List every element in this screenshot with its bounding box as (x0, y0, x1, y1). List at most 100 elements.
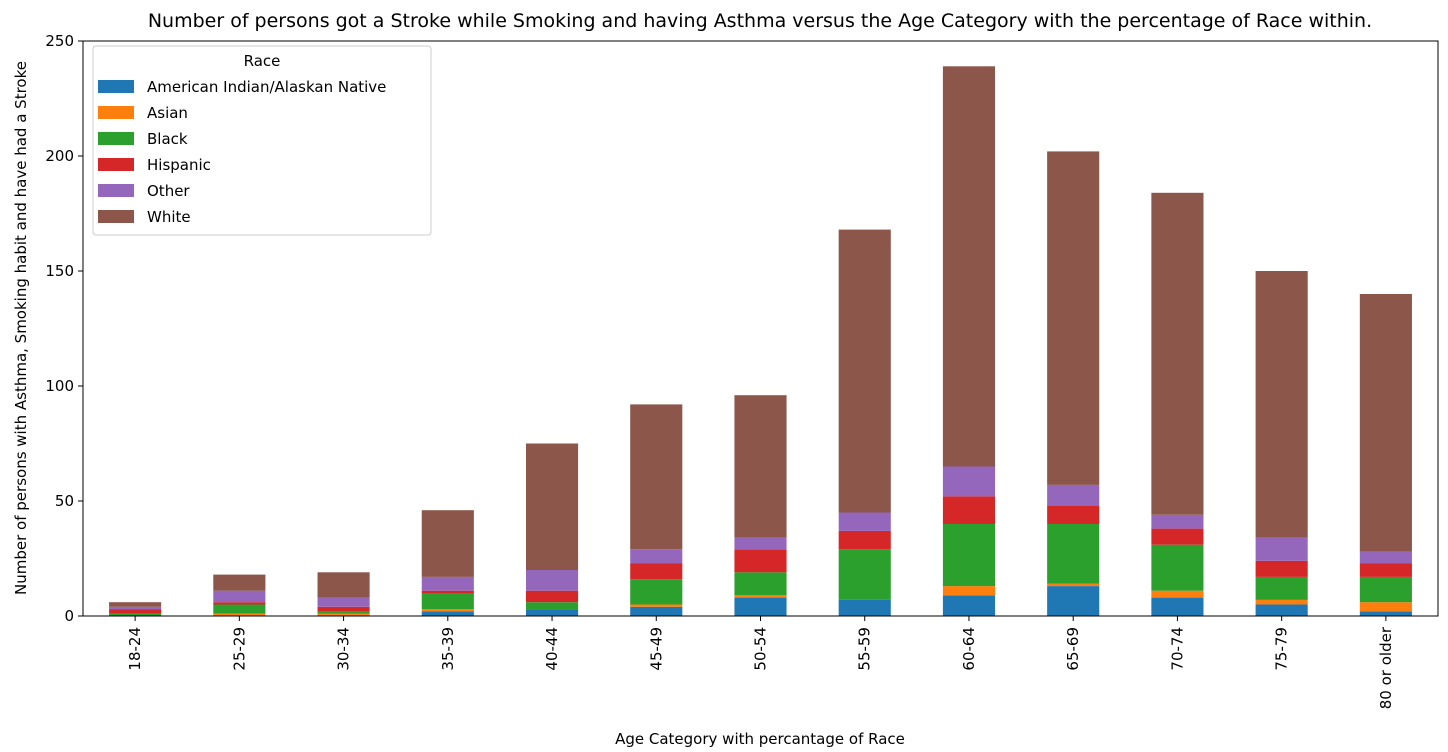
bar-segment-60-64-series-5 (942, 66, 996, 467)
bar-segment-35-39-series-2 (421, 593, 474, 610)
x-tick-label: 70-74 (1168, 627, 1186, 671)
x-tick-label: 80 or older (1377, 626, 1395, 709)
bar-segment-30-34-series-4 (317, 597, 370, 607)
bar-segment-35-39-series-3 (421, 590, 474, 593)
bar-segment-18-24-series-5 (109, 602, 162, 607)
bar-segment-30-34-series-1 (317, 613, 370, 616)
bar-segment-30-34-series-2 (317, 611, 370, 614)
bar-segment-75-79-series-0 (1255, 604, 1308, 616)
x-tick-label: 25-29 (230, 627, 248, 671)
bar-segment-70-74-series-0 (1151, 597, 1204, 616)
legend-swatch (98, 132, 134, 145)
bar-segment-25-29-series-5 (213, 574, 266, 591)
bar-segment-55-59-series-5 (838, 229, 891, 513)
chart-title: Number of persons got a Stroke while Smo… (148, 10, 1372, 32)
x-tick-label: 40-44 (543, 627, 561, 671)
bar-segment-55-59-series-0 (838, 599, 891, 616)
bar-segment-35-39-series-4 (421, 576, 474, 591)
bar-segment-70-74-series-2 (1151, 544, 1204, 591)
bar-segment-45-49-series-3 (630, 563, 683, 580)
bar-segment-75-79-series-3 (1255, 560, 1308, 577)
bar-segment-50-54-series-5 (734, 395, 787, 538)
legend-item-label: American Indian/Alaskan Native (147, 78, 386, 96)
bar-segment-25-29-series-1 (213, 613, 266, 616)
bar-segment-40-44-series-0 (525, 609, 579, 616)
bar-segment-80-or-older-series-2 (1359, 576, 1412, 603)
y-axis-label: Number of persons with Asthma, Smoking h… (12, 61, 30, 595)
x-tick-label: 55-59 (856, 627, 874, 671)
x-tick-label: 60-64 (960, 627, 978, 671)
bar-segment-60-64-series-1 (942, 586, 996, 596)
legend-swatch (98, 210, 134, 223)
legend-swatch (98, 184, 134, 197)
bar-segment-60-64-series-4 (942, 466, 996, 497)
y-tick-label: 250 (45, 32, 74, 50)
bar-segment-45-49-series-4 (630, 549, 683, 564)
bar-segment-55-59-series-2 (838, 549, 891, 600)
y-tick-label: 200 (45, 147, 74, 165)
bar-segment-65-69-series-5 (1047, 151, 1100, 485)
y-tick-label: 50 (55, 492, 74, 510)
legend-swatch (98, 80, 134, 93)
x-tick-label: 45-49 (647, 627, 665, 671)
bar-segment-30-34-series-5 (317, 572, 370, 598)
bar-segment-80-or-older-series-3 (1359, 563, 1412, 577)
bar-segment-50-54-series-0 (734, 597, 787, 616)
y-axis-ticks: 0 50 100 150 200 250 (45, 32, 83, 625)
bar-segment-45-49-series-2 (630, 579, 683, 605)
bar-segment-50-54-series-4 (734, 537, 787, 550)
x-tick-label: 65-69 (1064, 627, 1082, 671)
bar-segment-18-24-series-3 (109, 609, 162, 614)
bar-segment-35-39-series-0 (421, 611, 474, 616)
legend-swatch (98, 106, 134, 119)
bar-segment-45-49-series-0 (630, 606, 683, 616)
bar-segment-55-59-series-3 (838, 530, 891, 550)
legend-item-label: Asian (147, 104, 188, 122)
bar-segment-45-49-series-5 (630, 404, 683, 550)
legend-title: Race (244, 52, 281, 70)
bar-segment-70-74-series-4 (1151, 514, 1204, 529)
legend-item-label: Other (147, 182, 190, 200)
y-tick-label: 150 (45, 262, 74, 280)
x-tick-label: 18-24 (126, 627, 144, 671)
legend-item-label: Black (147, 130, 188, 148)
bar-segment-80-or-older-series-4 (1359, 551, 1412, 564)
bar-segment-50-54-series-1 (734, 595, 787, 598)
bar-segment-25-29-series-3 (213, 602, 266, 605)
bar-segment-25-29-series-2 (213, 604, 266, 614)
bar-segment-60-64-series-2 (942, 524, 996, 587)
x-axis-ticks: 18-24 25-29 30-34 35-39 40-44 45-49 50-54 55-59… (126, 616, 1395, 709)
bar-segment-40-44-series-2 (525, 602, 579, 610)
bars-group (109, 66, 1412, 616)
bar-segment-35-39-series-5 (421, 510, 474, 577)
y-tick-label: 100 (45, 377, 74, 395)
legend-frame (92, 45, 432, 236)
bar-segment-65-69-series-2 (1047, 524, 1100, 584)
bar-segment-65-69-series-3 (1047, 505, 1100, 524)
legend-swatch (98, 158, 134, 171)
bar-segment-40-44-series-3 (525, 590, 579, 603)
bar-segment-45-49-series-1 (630, 604, 683, 607)
x-tick-label: 75-79 (1273, 627, 1291, 671)
bar-segment-25-29-series-4 (213, 590, 266, 603)
bar-segment-18-24-series-4 (109, 606, 162, 610)
bar-segment-75-79-series-5 (1255, 271, 1308, 538)
bar-segment-80-or-older-series-5 (1359, 294, 1412, 552)
legend-item-label: White (147, 208, 191, 226)
bar-segment-50-54-series-2 (734, 572, 787, 596)
bar-segment-50-54-series-3 (734, 549, 787, 573)
x-tick-label: 50-54 (752, 627, 770, 671)
x-tick-label: 35-39 (439, 627, 457, 671)
bar-segment-75-79-series-2 (1255, 576, 1308, 600)
bar-segment-75-79-series-4 (1255, 537, 1308, 561)
x-tick-label: 30-34 (335, 627, 353, 671)
bar-segment-70-74-series-1 (1151, 590, 1204, 598)
legend-item-label: Hispanic (147, 156, 211, 174)
bar-segment-65-69-series-0 (1047, 586, 1100, 616)
legend: Race American Indian/Alaskan Native Asian… (92, 45, 432, 236)
bar-segment-70-74-series-3 (1151, 528, 1204, 545)
bar-segment-30-34-series-3 (317, 606, 370, 612)
bar-segment-60-64-series-0 (942, 595, 996, 616)
bar-segment-60-64-series-3 (942, 496, 996, 524)
bar-segment-55-59-series-4 (838, 512, 891, 531)
